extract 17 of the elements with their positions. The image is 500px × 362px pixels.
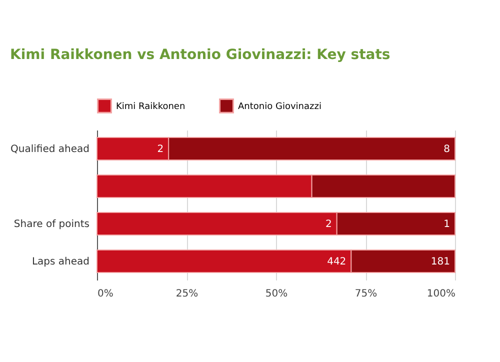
y-tick-label: Share of points: [14, 218, 90, 230]
x-tick-label: 25%: [176, 288, 198, 300]
chart-title: Kimi Raikkonen vs Antonio Giovinazzi: Key stats: [10, 47, 390, 63]
annotation: 8: [444, 144, 450, 155]
annotation: 2: [325, 218, 332, 230]
y-tick-label: Qualified ahead: [10, 144, 90, 155]
x-tick-label: 100%: [426, 288, 456, 300]
annotation: 1: [444, 218, 450, 230]
x-tick-label: 75%: [354, 288, 378, 300]
annotation: 442: [327, 256, 346, 268]
annotation: 181: [430, 256, 450, 268]
annotation: 2: [157, 144, 164, 155]
y-tick-label: Laps ahead: [32, 256, 90, 268]
legend-label: Kimi Raikkonen: [116, 102, 186, 112]
x-tick-label: 0%: [98, 288, 114, 300]
x-tick-label: 50%: [265, 288, 288, 300]
legend-label: Antonio Giovinazzi: [238, 102, 322, 112]
